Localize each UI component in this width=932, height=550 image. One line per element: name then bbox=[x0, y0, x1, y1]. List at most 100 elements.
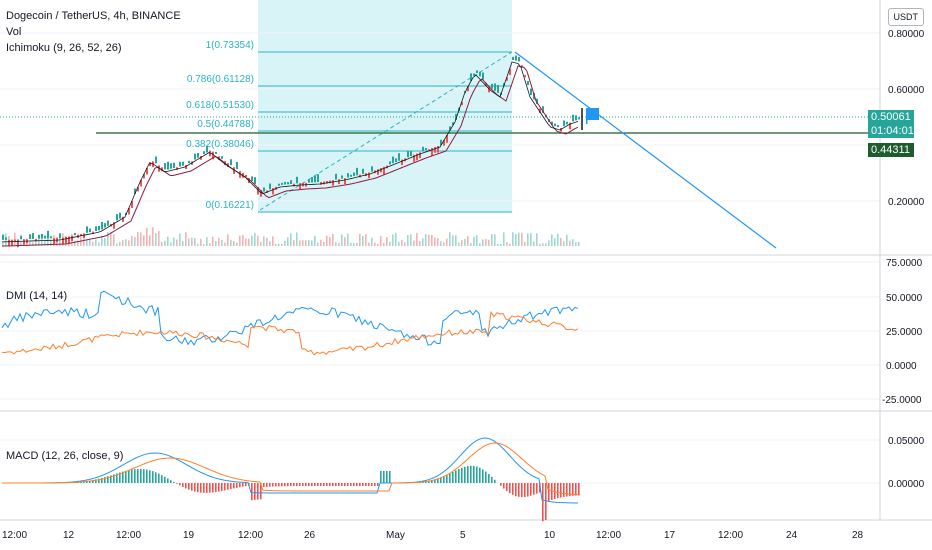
candle bbox=[467, 86, 469, 92]
candle bbox=[260, 190, 262, 197]
fib-lines[interactable] bbox=[258, 51, 512, 213]
candle bbox=[98, 225, 100, 231]
candle bbox=[212, 151, 214, 160]
volume-bar bbox=[200, 238, 202, 246]
volume-bar bbox=[320, 239, 322, 246]
candle bbox=[131, 201, 133, 208]
volume-bar bbox=[545, 243, 547, 246]
macd-histogram bbox=[2, 465, 580, 522]
macd-hist-bar bbox=[437, 478, 439, 483]
macd-tick: 0.05000 bbox=[888, 436, 925, 447]
candle bbox=[83, 233, 85, 239]
down-trendline[interactable] bbox=[514, 51, 777, 249]
macd-hist-bar bbox=[266, 483, 268, 487]
volume-bar bbox=[398, 241, 400, 246]
volume-bar bbox=[233, 240, 235, 246]
volume-bar bbox=[368, 242, 370, 246]
macd-hist-bar bbox=[173, 482, 175, 483]
volume-bar bbox=[542, 243, 544, 246]
volume-bar bbox=[161, 242, 163, 246]
candle bbox=[326, 181, 328, 184]
candle bbox=[491, 83, 493, 89]
dmi-legend[interactable]: DMI (14, 14) bbox=[6, 290, 68, 302]
candle bbox=[128, 208, 130, 215]
macd-hist-bar bbox=[317, 483, 319, 487]
volume-bar bbox=[464, 238, 466, 246]
volume-bar bbox=[221, 239, 223, 246]
volume-bar bbox=[50, 240, 52, 246]
candle bbox=[401, 159, 403, 166]
candle bbox=[368, 172, 370, 179]
candle bbox=[80, 234, 82, 237]
volume-bar bbox=[245, 238, 247, 246]
macd-hist-bar bbox=[473, 465, 475, 483]
volume-bar bbox=[212, 236, 214, 246]
volume-bar bbox=[422, 238, 424, 246]
candle bbox=[71, 235, 73, 242]
volume-bar bbox=[218, 238, 220, 246]
macd-hist-bar bbox=[230, 483, 232, 490]
flag-icon[interactable] bbox=[586, 108, 600, 124]
macd-hist-bar bbox=[92, 479, 94, 483]
candle bbox=[362, 168, 364, 174]
currency-button[interactable]: USDT bbox=[887, 8, 924, 26]
macd-hist-bar bbox=[149, 470, 151, 483]
macd-hist-bar bbox=[509, 483, 511, 494]
candle bbox=[452, 122, 454, 125]
candle bbox=[107, 220, 109, 226]
macd-hist-bar bbox=[578, 483, 580, 496]
macd-hist-bar bbox=[131, 469, 133, 483]
volume-bar bbox=[503, 232, 505, 246]
macd-hist-bar bbox=[140, 468, 142, 483]
volume-bar bbox=[374, 242, 376, 246]
volume-bar bbox=[119, 242, 121, 246]
macd-hist-bar bbox=[374, 483, 376, 486]
macd-hist-bar bbox=[329, 483, 331, 487]
volume-bar bbox=[521, 232, 523, 246]
candle bbox=[200, 156, 202, 160]
candle bbox=[389, 161, 391, 165]
volume-bar bbox=[506, 242, 508, 246]
macd-hist-bar bbox=[452, 471, 454, 483]
candle bbox=[407, 150, 409, 158]
macd-hist-bar bbox=[224, 483, 226, 491]
macd-hist-bar bbox=[347, 483, 349, 487]
macd-legend[interactable]: MACD (12, 26, close, 9) bbox=[6, 450, 124, 462]
dmi-minus-line bbox=[1, 310, 579, 356]
candle bbox=[530, 88, 532, 95]
volume-bar bbox=[416, 232, 418, 246]
volume-bar bbox=[242, 234, 244, 246]
volume-bar bbox=[257, 235, 259, 246]
macd-hist-bar bbox=[272, 483, 274, 487]
volume-bar bbox=[281, 243, 283, 246]
candle bbox=[425, 148, 427, 151]
volume-legend[interactable]: Vol bbox=[6, 26, 22, 38]
macd-hist-bar bbox=[521, 483, 523, 498]
volume-bar bbox=[386, 237, 388, 246]
volume-bar bbox=[419, 240, 421, 246]
macd-line bbox=[1, 437, 579, 504]
current-price-tag: 0.50061 bbox=[868, 110, 914, 124]
candle bbox=[371, 166, 373, 172]
candle bbox=[161, 167, 163, 172]
volume-bar bbox=[251, 235, 253, 246]
candle bbox=[209, 150, 211, 157]
macd-hist-bar bbox=[353, 483, 355, 487]
candle bbox=[17, 239, 19, 248]
symbol-title[interactable]: Dogecoin / TetherUS, 4h, BINANCE bbox=[6, 10, 181, 22]
volume-bar bbox=[389, 241, 391, 246]
volume-bar bbox=[143, 235, 145, 246]
ichimoku-legend[interactable]: Ichimoku (9, 26, 52, 26) bbox=[6, 42, 122, 54]
fib-label-0618: 0.618(0.51530) bbox=[186, 100, 254, 111]
candle bbox=[116, 214, 118, 221]
macd-hist-bar bbox=[548, 483, 550, 501]
volume-bar bbox=[191, 237, 193, 246]
volume-bar bbox=[32, 242, 34, 246]
time-axis[interactable]: 12:00 12 12:00 19 12:00 26 May 5 10 12:0… bbox=[2, 530, 864, 541]
macd-hist-bar bbox=[458, 469, 460, 483]
macd-hist-bar bbox=[182, 483, 184, 488]
macd-hist-bar bbox=[107, 476, 109, 483]
volume-bar bbox=[515, 233, 517, 246]
volume-bar bbox=[284, 240, 286, 246]
